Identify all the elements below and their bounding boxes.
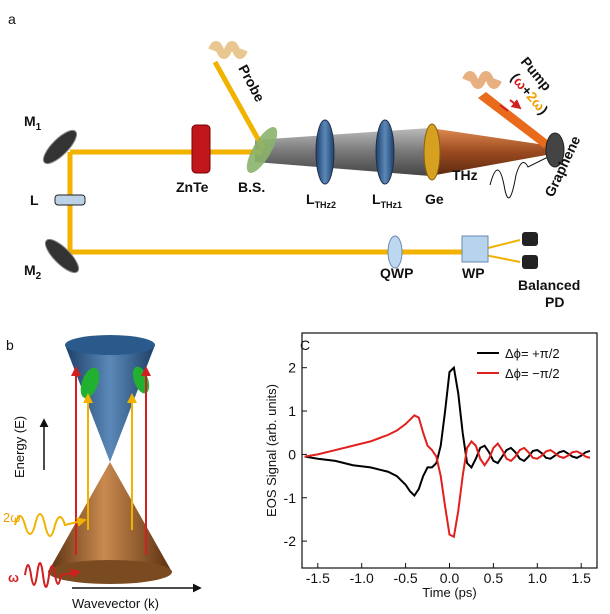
sub: 1 <box>36 122 42 133</box>
lens-label: LTHz2 <box>306 191 336 210</box>
mirror-label: M2 <box>24 262 42 282</box>
energy-label: Energy (E) <box>12 416 27 478</box>
y-axis-label: EOS Signal (arb. units) <box>264 384 279 517</box>
probe-pulse <box>208 41 248 59</box>
graphene <box>545 132 565 168</box>
y-tick-label: 1 <box>288 403 296 419</box>
conduction-band <box>65 345 155 462</box>
setup-drawing <box>42 41 565 274</box>
cone-bottom <box>48 560 172 584</box>
mirror-label: M1 <box>24 113 42 133</box>
y-tick-label: -1 <box>284 490 297 506</box>
pump-frequency: (ω+2ω) <box>508 70 552 118</box>
lens-label: L <box>30 192 39 208</box>
pump-pulse <box>462 71 502 89</box>
sub: THz2 <box>315 200 337 210</box>
series-line <box>304 365 591 498</box>
pump-beam <box>478 92 550 148</box>
znte-label: ZnTe <box>176 179 209 195</box>
pump-arrows <box>499 100 520 111</box>
thz-lens-1 <box>375 119 395 185</box>
x-tick-label: 0.0 <box>440 570 460 586</box>
lens-label: LTHz1 <box>372 191 402 210</box>
quarter-wave-plate <box>387 235 403 269</box>
x-tick-label: -1.0 <box>350 570 374 586</box>
y-tick-label: -2 <box>284 533 297 549</box>
bs-label: B.S. <box>238 179 265 195</box>
x-axis-label: Time (ps) <box>422 585 476 600</box>
valence-band <box>48 462 172 572</box>
photodiode <box>522 232 538 246</box>
pulse-w <box>24 562 81 588</box>
panel-label: b <box>6 337 14 353</box>
wavevector-label: Wavevector (k) <box>72 596 159 611</box>
detector-label: PD <box>545 294 564 310</box>
probe-label: Probe <box>235 62 268 105</box>
mirror <box>42 129 78 165</box>
znte-crystal <box>191 124 211 174</box>
wollaston-prism <box>461 235 489 263</box>
main: L <box>306 191 315 207</box>
ge-filter <box>423 123 441 181</box>
wp-label: WP <box>462 265 485 281</box>
beam-splitter <box>246 127 278 173</box>
x-tick-label: 1.5 <box>571 570 591 586</box>
mirror <box>44 238 80 274</box>
sub: THz1 <box>381 200 403 210</box>
thz-beam-emitted <box>430 128 552 176</box>
pulse-2w <box>14 513 87 537</box>
cone-top <box>65 335 155 355</box>
panel-label: a <box>8 11 16 27</box>
detector-label: Balanced <box>518 277 580 293</box>
legend-label: Δϕ= −π/2 <box>505 366 560 381</box>
carrier-population <box>80 367 100 399</box>
thz-pulse <box>489 156 549 199</box>
lens <box>54 194 86 206</box>
sub: 2 <box>36 271 42 282</box>
thz-beam <box>255 128 430 176</box>
ge-label: Ge <box>425 191 444 207</box>
x-tick-label: 1.0 <box>528 570 548 586</box>
photodiode <box>522 255 538 269</box>
x-tick-label: -0.5 <box>394 570 418 586</box>
chart: -1.5 -1.0 -0.5 0.0 0.5 1.0 1.5 -2 -1 0 1 2 Time (ps)… <box>264 332 598 600</box>
main: M <box>24 262 36 278</box>
x-tick-label: -1.5 <box>306 570 330 586</box>
y-tick-label: 0 <box>288 446 296 462</box>
panel-label: C <box>300 337 310 353</box>
thz-label: THz <box>452 167 478 183</box>
qwp-label: QWP <box>380 265 413 281</box>
main: M <box>24 113 36 129</box>
two-omega-label: 2ω <box>3 510 20 525</box>
series-line <box>304 414 591 539</box>
y-tick-label: 2 <box>288 360 296 376</box>
band-diagram <box>14 335 202 593</box>
thz-lens-2 <box>315 119 335 185</box>
x-tick-label: 0.5 <box>484 570 504 586</box>
probe-beam <box>212 60 266 150</box>
main: L <box>372 191 381 207</box>
omega-label: ω <box>8 570 19 585</box>
legend-label: Δϕ= +π/2 <box>505 346 560 361</box>
